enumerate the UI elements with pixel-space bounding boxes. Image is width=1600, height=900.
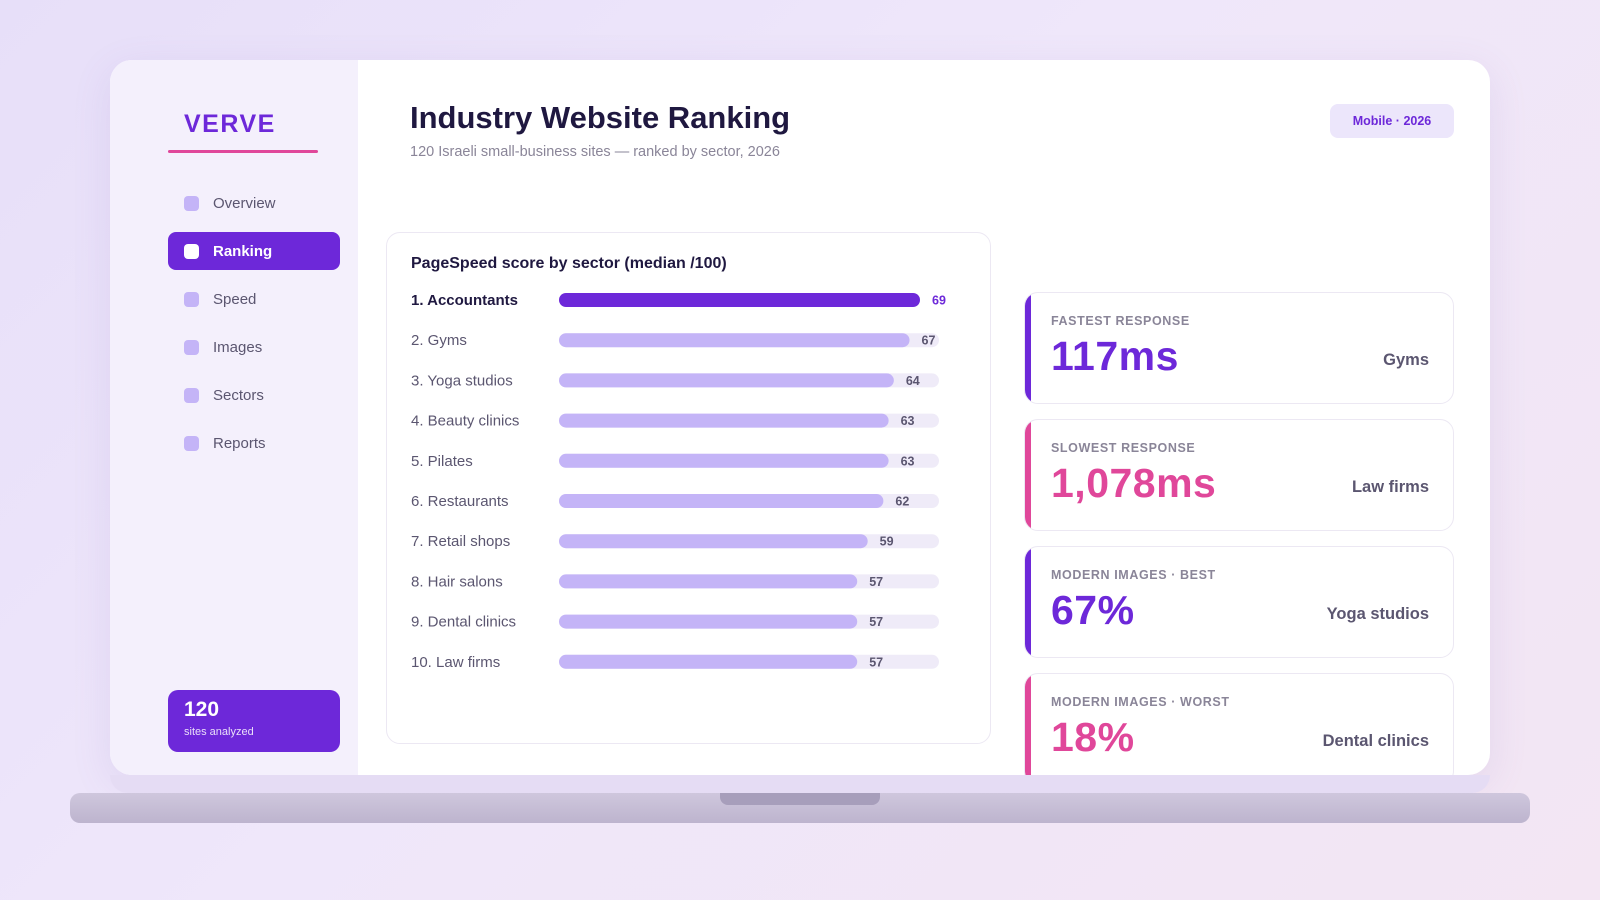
value-label: 62: [895, 495, 909, 509]
bar: [559, 333, 910, 348]
stat-card-modern-images-best: MODERN IMAGES · BEST 67% Yoga studios: [1024, 546, 1454, 658]
stat-sector: Dental clinics: [1322, 732, 1429, 750]
stat-accent-bar: [1025, 674, 1031, 775]
category-label: 3. Yoga studios: [411, 372, 513, 389]
value-label: 57: [869, 655, 883, 669]
bar: [559, 654, 858, 669]
pagespeed-chart-card: PageSpeed score by sector (median /100) …: [386, 232, 991, 744]
stat-label: FASTEST RESPONSE: [1051, 314, 1190, 328]
sidebar-item-images[interactable]: Images: [168, 328, 340, 366]
bar: [559, 494, 884, 508]
category-label: 1. Accountants: [411, 292, 518, 309]
category-label: 8. Hair salons: [411, 573, 503, 590]
value-label: 57: [869, 615, 883, 629]
stat-value: 117ms: [1051, 333, 1179, 379]
square-icon: [184, 243, 199, 259]
bar: [559, 453, 889, 468]
sidebar-item-label: Reports: [213, 434, 266, 452]
stat-value: 1,078ms: [1051, 460, 1217, 506]
square-icon: [184, 195, 199, 211]
sidebar-item-speed[interactable]: Speed: [168, 280, 340, 318]
sidebar-item-label: Images: [213, 338, 263, 356]
bar: [559, 614, 858, 629]
stat-value: 67%: [1051, 587, 1135, 633]
sidebar: VERVE Overview Ranking Speed Images Sect…: [110, 60, 358, 775]
stat-accent-bar: [1025, 293, 1031, 403]
category-label: 2. Gyms: [411, 332, 467, 349]
square-icon: [184, 291, 199, 307]
stat-sector: Law firms: [1351, 478, 1429, 496]
stat-card-slowest-response: SLOWEST RESPONSE 1,078ms Law firms: [1024, 419, 1454, 531]
platform-year-badge[interactable]: Mobile · 2026: [1330, 104, 1454, 138]
laptop-screen-lip: [110, 775, 1490, 793]
laptop-screen: VERVE Overview Ranking Speed Images Sect…: [110, 60, 1490, 775]
category-label: 5. Pilates: [411, 453, 473, 470]
stat-card-modern-images-worst: MODERN IMAGES · WORST 18% Dental clinics: [1024, 673, 1454, 775]
square-icon: [184, 387, 199, 403]
value-label: 67: [922, 334, 936, 348]
value-label: 63: [901, 454, 915, 468]
chart-title: PageSpeed score by sector (median /100): [411, 255, 727, 272]
sidebar-item-label: Ranking: [213, 242, 273, 260]
brand-logo: VERVE: [184, 110, 276, 138]
sidebar-item-sectors[interactable]: Sectors: [168, 376, 340, 414]
square-icon: [184, 435, 199, 451]
stat-accent-bar: [1025, 547, 1031, 657]
laptop-notch: [720, 793, 880, 805]
sidebar-item-label: Overview: [213, 194, 276, 212]
stat-label: SLOWEST RESPONSE: [1051, 441, 1196, 455]
bar: [559, 293, 920, 307]
sites-label: sites analyzed: [184, 726, 254, 738]
square-icon: [184, 339, 199, 355]
stat-label: MODERN IMAGES · BEST: [1051, 568, 1216, 582]
value-label: 64: [906, 374, 920, 388]
bar: [559, 574, 858, 589]
category-label: 9. Dental clinics: [411, 614, 516, 631]
sites-analyzed-card: 120 sites analyzed: [168, 690, 340, 752]
stat-label: MODERN IMAGES · WORST: [1051, 695, 1230, 709]
category-label: 6. Restaurants: [411, 493, 509, 510]
bar: [559, 534, 868, 549]
bar: [559, 373, 894, 388]
pagespeed-bar-chart: 1. Accountants 69 2. Gyms 67 3. Yoga studios…: [411, 292, 946, 671]
stat-value: 18%: [1051, 714, 1135, 760]
value-label: 57: [869, 575, 883, 589]
category-label: 4. Beauty clinics: [411, 413, 519, 430]
sidebar-item-overview[interactable]: Overview: [168, 184, 340, 222]
sidebar-item-label: Sectors: [213, 386, 264, 404]
sidebar-item-reports[interactable]: Reports: [168, 424, 340, 462]
category-label: 7. Retail shops: [411, 533, 510, 550]
stat-accent-bar: [1025, 420, 1031, 530]
value-label: 63: [901, 414, 915, 428]
category-label: 10. Law firms: [411, 654, 500, 671]
value-label: 59: [880, 535, 894, 549]
page-title: Industry Website Ranking: [410, 100, 791, 135]
value-label: 69: [932, 294, 946, 308]
page-subtitle: 120 Israeli small-business sites — ranke…: [410, 144, 780, 160]
bar: [559, 413, 889, 428]
sidebar-item-ranking[interactable]: Ranking: [168, 232, 340, 270]
sidebar-item-label: Speed: [213, 290, 257, 308]
sites-count: 120: [184, 698, 220, 721]
stat-sector: Gyms: [1383, 351, 1429, 369]
stat-card-fastest-response: FASTEST RESPONSE 117ms Gyms: [1024, 292, 1454, 404]
brand-underline: [168, 150, 318, 153]
stat-sector: Yoga studios: [1326, 605, 1429, 623]
